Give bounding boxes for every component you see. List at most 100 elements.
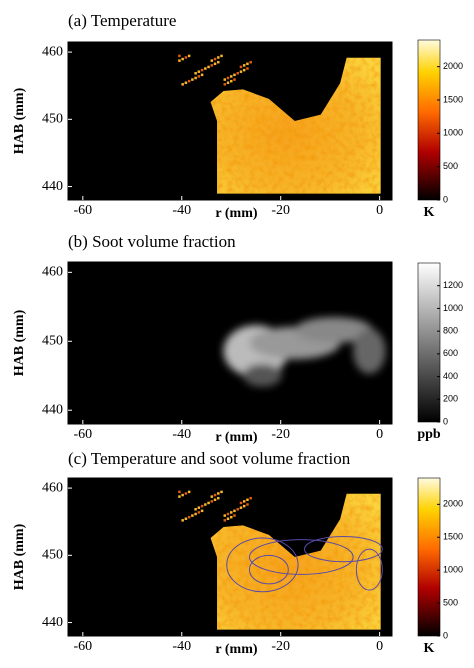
- x-tick-label: 0: [376, 427, 383, 442]
- soot-blob: [242, 364, 282, 387]
- speckle: [226, 517, 230, 520]
- speckle: [226, 81, 230, 84]
- speckle: [246, 67, 249, 70]
- speckle: [239, 501, 243, 505]
- colorbar: [417, 477, 441, 637]
- colorbar-tick-label: 400: [443, 371, 458, 381]
- speckle: [181, 519, 184, 522]
- speckle: [249, 60, 252, 64]
- speckle: [242, 504, 246, 508]
- speckle: [223, 514, 227, 517]
- x-tick-label: -20: [271, 427, 290, 442]
- speckle: [217, 492, 220, 495]
- x-tick-label: 0: [376, 203, 383, 218]
- speckle: [246, 503, 249, 506]
- speckle: [213, 498, 217, 502]
- colorbar-label: ppb: [417, 427, 441, 442]
- colorbar-tick-label: 600: [443, 348, 458, 358]
- soot-blob: [294, 317, 373, 344]
- speckle: [217, 56, 220, 59]
- y-tick-label: 440: [42, 402, 63, 417]
- y-tick-label: 440: [42, 615, 63, 630]
- colorbar-tick-label: 200: [443, 394, 458, 404]
- speckle: [197, 511, 201, 514]
- speckle: [233, 78, 236, 81]
- colorbar-tick-label: 500: [443, 161, 458, 171]
- speckle: [233, 509, 236, 513]
- speckle: [194, 512, 197, 516]
- panel-title: (c) Temperature and soot volume fraction: [68, 449, 351, 468]
- speckle: [187, 54, 191, 58]
- speckle: [220, 54, 223, 58]
- speckle: [236, 72, 239, 75]
- speckle: [194, 72, 197, 75]
- speckle: [223, 78, 227, 81]
- soot-contour: [248, 554, 289, 585]
- speckle: [187, 515, 191, 519]
- colorbar: [417, 262, 441, 423]
- speckle: [230, 511, 233, 514]
- colorbar-label: K: [424, 641, 435, 656]
- speckle: [226, 76, 230, 80]
- speckle: [178, 54, 181, 58]
- y-axis-label: HAB (mm): [12, 523, 27, 590]
- y-tick-label: 440: [42, 179, 63, 194]
- x-axis-label: r (mm): [215, 206, 257, 221]
- x-tick-label: -40: [172, 203, 191, 218]
- x-tick-label: -40: [172, 427, 191, 442]
- x-tick-label: 0: [376, 639, 383, 654]
- y-tick-label: 450: [42, 548, 63, 563]
- colorbar-tick-label: 1000: [443, 128, 463, 138]
- speckle: [239, 65, 243, 69]
- speckle: [187, 490, 191, 494]
- speckle: [210, 59, 214, 62]
- temperature-field: [210, 493, 381, 630]
- axes-frame: [67, 261, 393, 425]
- soot-contour: [226, 537, 299, 593]
- speckle: [210, 500, 214, 503]
- colorbar-tick-label: 1500: [443, 94, 463, 104]
- colorbar-tick-label: 1200: [443, 280, 463, 290]
- speckle: [204, 503, 207, 506]
- speckle: [246, 62, 249, 66]
- speckle: [184, 81, 188, 84]
- speckle: [194, 508, 197, 511]
- panel-title: (b) Soot volume fraction: [68, 232, 236, 251]
- panel: (a) Temperature -60 -40 -20 0 440 450 460 r (mm)…: [12, 11, 463, 221]
- speckle: [181, 57, 184, 61]
- speckle: [207, 65, 210, 69]
- y-tick-label: 460: [42, 44, 63, 59]
- y-axis-label: HAB (mm): [12, 87, 27, 154]
- y-axis-label: HAB (mm): [12, 309, 27, 376]
- speckle: [236, 508, 239, 511]
- speckle: [178, 495, 181, 498]
- speckle: [178, 59, 181, 62]
- speckle: [217, 60, 220, 64]
- speckle: [223, 519, 227, 522]
- axes-frame: [67, 41, 393, 201]
- colorbar-tick-label: 2000: [443, 499, 463, 509]
- speckle: [181, 83, 184, 86]
- speckle: [194, 76, 197, 80]
- speckle: [246, 498, 249, 502]
- colorbar-tick-label: 2000: [443, 61, 463, 71]
- colorbar-label: K: [424, 205, 435, 220]
- x-tick-label: -40: [172, 639, 191, 654]
- speckle: [184, 492, 188, 495]
- speckle: [197, 506, 201, 509]
- speckle: [242, 64, 246, 67]
- colorbar-tick-label: 0: [443, 194, 448, 204]
- speckle: [230, 75, 233, 78]
- soot-contour: [248, 539, 354, 575]
- speckle: [213, 493, 217, 497]
- y-tick-label: 460: [42, 480, 63, 495]
- soot-blob: [353, 328, 386, 374]
- speckle: [217, 496, 220, 500]
- speckle: [200, 68, 204, 72]
- x-axis-label: r (mm): [215, 430, 257, 445]
- speckle: [178, 490, 181, 494]
- colorbar-tick-label: 1000: [443, 303, 463, 313]
- y-tick-label: 450: [42, 333, 63, 348]
- speckle: [230, 79, 233, 83]
- speckle: [197, 75, 201, 78]
